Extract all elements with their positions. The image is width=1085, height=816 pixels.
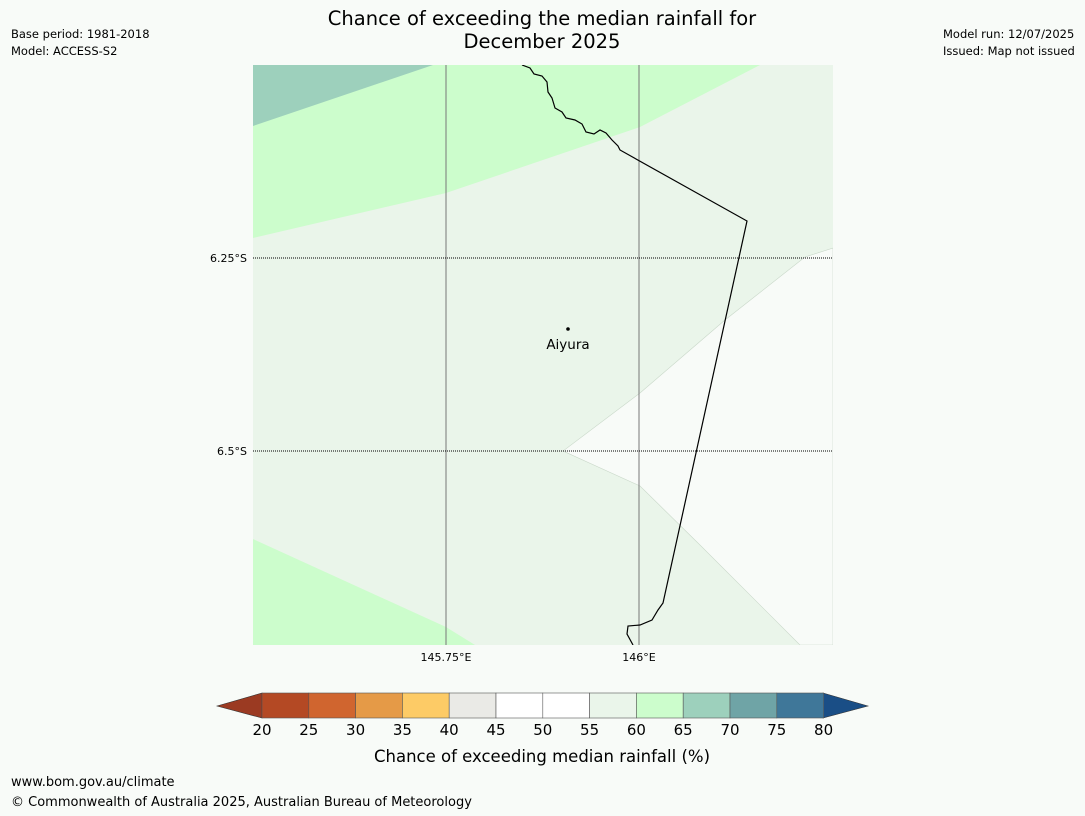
map-area: Aiyura	[253, 65, 833, 645]
region-60-65-north	[253, 65, 760, 238]
footer-copyright: © Commonwealth of Australia 2025, Austra…	[11, 795, 472, 810]
colorbar-segment-45_50	[495, 692, 544, 719]
colorbar-tick-30: 30	[346, 721, 365, 739]
colorbar-tick-45: 45	[486, 721, 505, 739]
colorbar-title: Chance of exceeding median rainfall (%)	[374, 747, 710, 766]
colorbar-tick-55: 55	[580, 721, 599, 739]
title-line-2: December 2025	[463, 30, 621, 53]
aiyura-marker-icon	[566, 327, 570, 331]
footer-url: www.bom.gov.au/climate	[11, 775, 175, 790]
colorbar-segment-40_45	[448, 692, 497, 719]
region-65-70	[253, 65, 433, 126]
model-info: Base period: 1981-2018 Model: ACCESS-S2	[11, 26, 150, 60]
colorbar-tick-50: 50	[533, 721, 552, 739]
country-border	[521, 65, 748, 645]
colorbar-tick-25: 25	[299, 721, 318, 739]
title-line-1: Chance of exceeding the median rainfall …	[327, 7, 757, 30]
colorbar-tick-75: 75	[767, 721, 786, 739]
colorbar-tick-80: 80	[814, 721, 833, 739]
colorbar-tick-20: 20	[252, 721, 271, 739]
colorbar-tick-35: 35	[393, 721, 412, 739]
colorbar-segment-30_35	[355, 692, 403, 719]
colorbar-segment-55_60	[589, 692, 637, 719]
issued-status: Issued: Map not issued	[943, 44, 1075, 58]
lat-label-6-25: 6.25°S	[210, 252, 247, 265]
colorbar-segment-35_40	[402, 692, 450, 719]
colorbar-tick-65: 65	[674, 721, 693, 739]
colorbar-segment-25_30	[308, 692, 356, 719]
colorbar-segment-20_25	[261, 692, 310, 719]
colorbar-segment-60_65	[636, 692, 684, 719]
colorbar-segment-50_55	[542, 692, 590, 719]
place-label-aiyura: Aiyura	[546, 337, 589, 353]
colorbar: 20 25 30 35 40 45 50 55 60 65 70 75 80	[215, 692, 870, 739]
base-period: Base period: 1981-2018	[11, 27, 150, 41]
map-title: Chance of exceeding the median rainfall …	[242, 7, 842, 53]
lon-label-145-75: 145.75°E	[421, 651, 472, 664]
colorbar-tick-70: 70	[720, 721, 739, 739]
colorbar-extend-high	[822, 692, 870, 719]
model-name: Model: ACCESS-S2	[11, 44, 118, 58]
model-run: Model run: 12/07/2025	[943, 27, 1075, 41]
colorbar-extend-low	[215, 692, 263, 719]
lat-label-6-5: 6.5°S	[217, 445, 247, 458]
run-info: Model run: 12/07/2025 Issued: Map not is…	[943, 26, 1075, 60]
region-60-65-south	[253, 539, 475, 645]
colorbar-tick-60: 60	[627, 721, 646, 739]
colorbar-segment-65_70	[682, 692, 731, 719]
colorbar-segment-70_75	[729, 692, 778, 719]
colorbar-segment-75_80	[776, 692, 824, 719]
colorbar-tick-40: 40	[440, 721, 459, 739]
lon-label-146: 146°E	[622, 651, 655, 664]
